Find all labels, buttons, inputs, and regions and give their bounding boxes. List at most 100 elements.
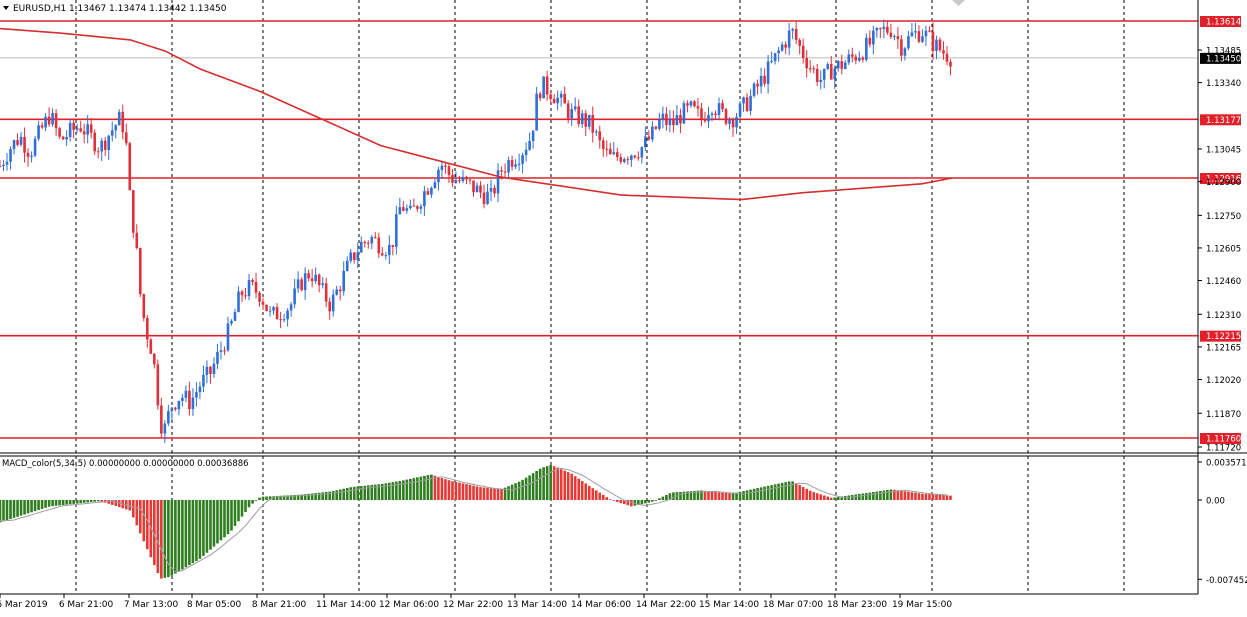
macd-bar [472,485,475,500]
macd-bar [426,475,430,500]
macd-bar [128,500,132,511]
macd-bar [9,500,12,519]
candle-body [570,109,574,119]
macd-bar [279,495,282,500]
candle-body [0,165,2,167]
macd-bar [563,470,566,500]
macd-bar [405,479,409,500]
price-label: 1.12460 [1206,277,1241,287]
macd-bar [131,500,135,518]
macd-bar [398,481,402,500]
candle-body [461,176,465,181]
time-label: 19 Mar 15:00 [892,600,952,610]
macd-bar [19,500,23,516]
candle-body [847,54,851,63]
price-label: 1.13340 [1206,79,1241,89]
candle-body [244,295,247,297]
macd-bar [44,500,47,508]
macd-bar [447,480,451,500]
macd-bar [577,478,581,500]
current-price-tag [1200,52,1241,64]
macd-bar [160,500,163,579]
time-label: 7 Mar 13:00 [124,600,179,610]
macd-bar [402,480,405,500]
macd-bar [93,500,96,502]
candle-body [756,83,759,87]
candle-body [619,157,623,162]
price-label: 1.11870 [1206,410,1241,420]
candle-body [872,30,875,45]
macd-axis: 0.0035712 0.00 -0.007452 [1198,459,1247,586]
macd-bar [321,492,324,500]
macd-bar [338,489,342,500]
macd-bar [875,491,879,500]
candle-body [409,205,412,209]
macd-bar [244,500,247,512]
candle-body [388,244,391,256]
macd-bar [521,479,524,500]
macd-bar [423,475,426,500]
time-label: 18 Mar 23:00 [827,600,887,610]
macd-bar [808,490,812,500]
candle-body [528,141,531,150]
macd-bar [247,500,251,508]
candle-body [647,136,651,140]
candle-body [230,320,233,324]
candle-body [468,179,472,181]
candle-body [865,37,868,60]
candle-body [612,152,616,155]
candle-body [868,37,872,45]
macd-bar [324,491,328,500]
macd-bar [68,500,72,505]
macd-bar [265,496,268,500]
candle-body [559,93,563,98]
macd-bar [861,493,865,500]
macd-bar [794,483,798,500]
candle-body [181,397,184,401]
candle-body [780,44,784,51]
price-label: 1.12605 [1206,244,1241,254]
macd-bar [738,491,742,500]
price-label: 1.12900 [1206,178,1241,188]
macd-bar [72,500,75,504]
candle-body [359,241,363,253]
candle-body [216,351,219,364]
candle-body [79,128,82,132]
macd-bar [640,500,644,505]
macd-label: -0.007452 [1206,576,1247,586]
candle-body [914,31,917,33]
candle-body [272,307,275,311]
macd-bar [373,484,377,500]
candle-body [247,280,251,297]
macd-bar [289,495,293,500]
candle-body [493,187,496,194]
scroll-shift-icon[interactable] [952,0,965,6]
macd-bar [254,500,258,501]
macd-bar [314,493,317,500]
candle-body [563,93,566,104]
macd-bar [153,500,156,566]
candle-body [552,98,556,104]
candle-body [335,289,339,295]
macd-bar [138,500,142,534]
macd-bar [850,494,854,500]
candle-body [89,124,93,133]
candle-body [731,119,735,128]
candle-body [160,405,163,434]
candle-body [689,101,693,106]
menu-triangle-icon[interactable] [3,6,9,10]
macd-bar [735,492,738,500]
candle-body [675,115,679,126]
macd-bar [647,500,651,503]
candle-body [321,283,324,286]
macd-bar [710,491,714,500]
macd-bar [461,483,465,500]
macd-bar [745,490,749,500]
candle-body [402,207,405,211]
candle-body [833,68,837,80]
macd-bar [202,500,205,556]
macd-bar [843,495,847,500]
candle-body [496,170,500,194]
candle-body [815,68,819,82]
candle-body [135,232,139,248]
